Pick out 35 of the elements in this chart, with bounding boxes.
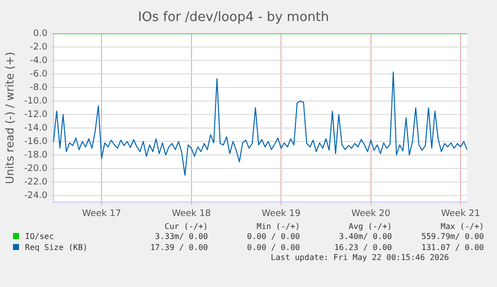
y-tick-label: -22.0 <box>24 177 48 188</box>
y-tick-label: -20.0 <box>24 164 48 174</box>
text: 3.40m/ 0.00 <box>338 231 392 242</box>
text: Max (-/+) <box>440 222 484 231</box>
y-tick-label: -24.0 <box>24 190 48 201</box>
y-tick-label: -2.0 <box>30 42 48 52</box>
y-tick-label: -10.0 <box>24 96 48 106</box>
text: Last update: Fri May 22 00:15:46 2026 <box>270 253 450 262</box>
text: 3.33m/ 0.00 <box>154 231 208 242</box>
y-tick-label: -8.0 <box>30 82 48 93</box>
y-tick-label: 0.0 <box>33 28 48 39</box>
text: Min (-/+) <box>256 222 300 231</box>
text: 16.23 / 0.00 <box>333 242 392 253</box>
y-tick-label: -12.0 <box>24 110 48 120</box>
text: 0.00 / 0.00 <box>246 231 300 242</box>
x-tick-label: Week 21 <box>441 208 480 219</box>
y-tick-label: -14.0 <box>24 123 48 134</box>
x-tick-label: Week 19 <box>262 208 301 219</box>
text: 559.79m/ 0.00 <box>420 231 484 242</box>
legend-label: IO/sec <box>24 231 55 242</box>
y-tick-label: -4.0 <box>30 56 48 66</box>
text: Avg (-/+) <box>348 222 392 231</box>
text: 131.07 / 0.00 <box>420 242 484 253</box>
y-axis-title: Units read (-) / write (+) <box>3 52 16 184</box>
x-tick-label: Week 17 <box>82 208 122 219</box>
text: 0.00 / 0.00 <box>246 242 300 253</box>
legend-label: Req Size (KB) <box>24 242 89 253</box>
y-tick-label: -6.0 <box>30 69 48 80</box>
text: 17.39 / 0.00 <box>149 242 208 253</box>
y-tick-label: -16.0 <box>24 136 48 147</box>
text: Cur (-/+) <box>164 222 208 231</box>
x-tick-label: Week 18 <box>172 208 212 219</box>
chart-title: IOs for /dev/loop4 - by month <box>138 10 329 26</box>
x-tick-label: Week 20 <box>351 208 391 219</box>
y-tick-label: -18.0 <box>24 150 48 160</box>
